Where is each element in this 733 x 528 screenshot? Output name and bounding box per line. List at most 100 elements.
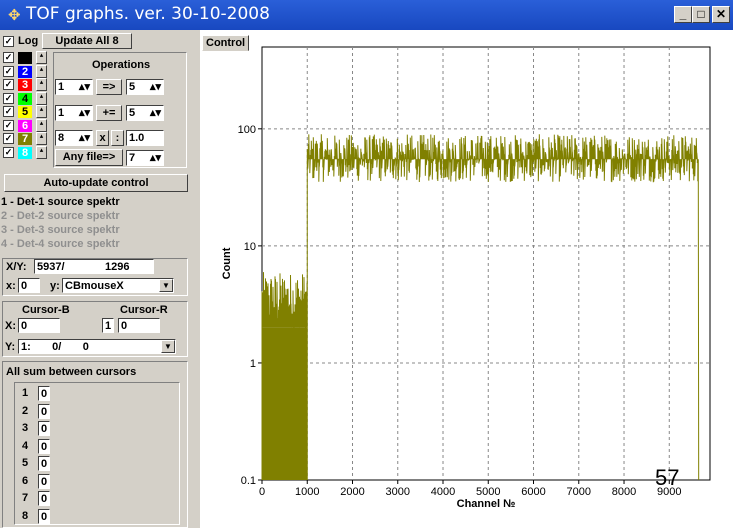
x-tick-label: 7000 xyxy=(567,486,591,498)
op2-target-field[interactable]: 5 ▴▾ xyxy=(126,105,164,121)
detector-color-swatch[interactable]: 7 xyxy=(18,133,32,145)
detector-color-swatch[interactable] xyxy=(18,52,32,64)
x-tick-label: 0 xyxy=(259,486,265,498)
chevron-down-icon[interactable]: ▼ xyxy=(161,340,175,353)
detector-spinner[interactable]: ▴ xyxy=(36,91,47,105)
cursor-step-field[interactable]: 1 xyxy=(102,318,114,333)
sum-row-number: 7 xyxy=(22,492,29,504)
chevron-down-icon[interactable]: ▼ xyxy=(159,279,173,292)
control-panel: ✓ Log Update All 8 ✓ ▴ ✓ 2 ▴ ✓ 3 ▴ ✓ 4 ▴ ✓ 5 ▴ ✓ 6 ▴ ✓ 7 ▴ ✓… xyxy=(0,30,199,528)
detector-spinner[interactable]: ▴ xyxy=(36,64,47,78)
title-bar[interactable]: ✥ TOF graphs. ver. 30-10-2008 _ □ ✕ xyxy=(0,0,733,30)
chart-panel: Control 0 1000 2000 3000 4000 5000 6000 7000 800… xyxy=(200,30,733,528)
detector-spinner[interactable]: ▴ xyxy=(36,118,47,132)
x-tick-label: 6000 xyxy=(521,486,545,498)
sum-row-value: 0 xyxy=(38,421,50,436)
cursor-b-field[interactable]: 0 xyxy=(18,318,60,333)
cursor-r-label: Cursor-R xyxy=(120,304,168,316)
xy-group xyxy=(2,258,188,296)
source-item[interactable]: 1 - Det-1 source spektr xyxy=(1,196,120,208)
source-item[interactable]: 2 - Det-2 source spektr xyxy=(1,210,120,222)
x-axis-label: x: xyxy=(6,280,16,292)
x-axis-field[interactable]: 0 xyxy=(18,278,40,293)
op2-source-field[interactable]: 1 ▴▾ xyxy=(55,105,93,121)
x-tick-label: 3000 xyxy=(386,486,410,498)
multiply-op-button[interactable]: x xyxy=(96,130,109,146)
xy-readout: 5937/1296 xyxy=(34,259,154,274)
spectrum-chart[interactable]: 0 1000 2000 3000 4000 5000 6000 7000 8000 9000 0.1… xyxy=(200,30,733,528)
sums-title: All sum between cursors xyxy=(6,366,137,378)
tab-control[interactable]: Control xyxy=(202,35,250,51)
any-file-button[interactable]: Any file=> xyxy=(55,149,123,166)
operations-label: Operations xyxy=(92,59,151,71)
x-tick-label: 5000 xyxy=(476,486,500,498)
sum-row-value: 0 xyxy=(38,491,50,506)
series-fill xyxy=(262,327,308,480)
close-button[interactable]: ✕ xyxy=(712,6,730,23)
cursor-group xyxy=(2,301,188,357)
cursor-y-label: Y: xyxy=(5,341,16,353)
y-axis-label: y: xyxy=(50,280,60,292)
source-item[interactable]: 3 - Det-3 source spektr xyxy=(1,224,120,236)
detector-spinner[interactable]: ▴ xyxy=(36,78,47,91)
source-item[interactable]: 4 - Det-4 source spektr xyxy=(1,238,120,250)
sums-list xyxy=(14,382,180,525)
op1-target-field[interactable]: 5 ▴▾ xyxy=(126,79,164,95)
sum-row-value: 0 xyxy=(38,438,50,454)
divide-op-button[interactable]: : xyxy=(111,130,124,146)
plot-area xyxy=(261,46,711,481)
x-tick-label: 8000 xyxy=(612,486,636,498)
y-tick-label: 1 xyxy=(250,358,256,370)
minimize-button[interactable]: _ xyxy=(674,6,692,23)
add-op-button[interactable]: += xyxy=(96,105,122,121)
sum-row-value: 0 xyxy=(38,456,50,471)
y-axis-label: Count xyxy=(221,247,233,279)
detector-color-swatch[interactable]: 2 xyxy=(18,65,32,78)
sum-row-value: 0 xyxy=(38,473,50,489)
maximize-button[interactable]: □ xyxy=(692,6,710,23)
operations-group xyxy=(53,52,187,168)
log-label: Log xyxy=(18,35,39,47)
op1-source-field[interactable]: 1 ▴▾ xyxy=(55,79,93,95)
detector-spinner[interactable]: ▴ xyxy=(36,51,47,64)
any-file-target-field[interactable]: 7 ▴▾ xyxy=(126,150,164,166)
log-checkbox[interactable]: ✓ xyxy=(3,36,14,47)
series-line xyxy=(261,134,700,481)
x-tick-label: 9000 xyxy=(657,486,681,498)
annotation-text: 57 xyxy=(655,465,679,490)
cursor-y-select[interactable]: 1: 0/ 0 ▼ xyxy=(18,339,176,354)
detector-color-swatch[interactable]: 4 xyxy=(18,92,32,105)
op3-source-field[interactable]: 8 ▴▾ xyxy=(55,130,93,146)
detector-spinner[interactable]: ▴ xyxy=(36,132,47,145)
detector-checkbox[interactable]: ✓ xyxy=(3,119,14,131)
detector-color-swatch[interactable]: 5 xyxy=(18,106,32,118)
sum-row-value: 0 xyxy=(38,403,50,419)
detector-checkbox[interactable]: ✓ xyxy=(3,65,14,77)
auto-update-button[interactable]: Auto-update control xyxy=(4,174,188,192)
factor-field[interactable]: 1.0 xyxy=(126,130,164,146)
update-all-button[interactable]: Update All 8 xyxy=(42,33,132,49)
x-tick-label: 1000 xyxy=(295,486,319,498)
detector-checkbox[interactable]: ✓ xyxy=(3,133,14,144)
detector-checkbox[interactable]: ✓ xyxy=(3,52,14,63)
x-axis-label: Channel № xyxy=(457,498,516,510)
x-tick-label: 2000 xyxy=(340,486,364,498)
app-icon: ✥ xyxy=(8,7,21,24)
detector-color-swatch[interactable]: 6 xyxy=(18,119,32,132)
y-tick-label: 100 xyxy=(238,124,256,136)
sum-row-number: 8 xyxy=(22,509,29,522)
detector-spinner[interactable]: ▴ xyxy=(36,105,47,118)
sum-row-number: 6 xyxy=(22,474,29,487)
detector-spinner[interactable]: ▴ xyxy=(36,145,47,159)
detector-checkbox[interactable]: ✓ xyxy=(3,146,14,158)
copy-op-button[interactable]: => xyxy=(96,79,122,95)
cursor-b-label: Cursor-B xyxy=(22,304,70,316)
sum-row-number: 3 xyxy=(22,422,29,434)
detector-checkbox[interactable]: ✓ xyxy=(3,92,14,104)
detector-checkbox[interactable]: ✓ xyxy=(3,79,14,90)
detector-checkbox[interactable]: ✓ xyxy=(3,106,14,117)
detector-color-swatch[interactable]: 3 xyxy=(18,79,32,91)
y-axis-select[interactable]: CBmouseX ▼ xyxy=(62,278,174,293)
cursor-r-field[interactable]: 0 xyxy=(118,318,160,333)
detector-color-swatch[interactable]: 8 xyxy=(18,146,32,159)
